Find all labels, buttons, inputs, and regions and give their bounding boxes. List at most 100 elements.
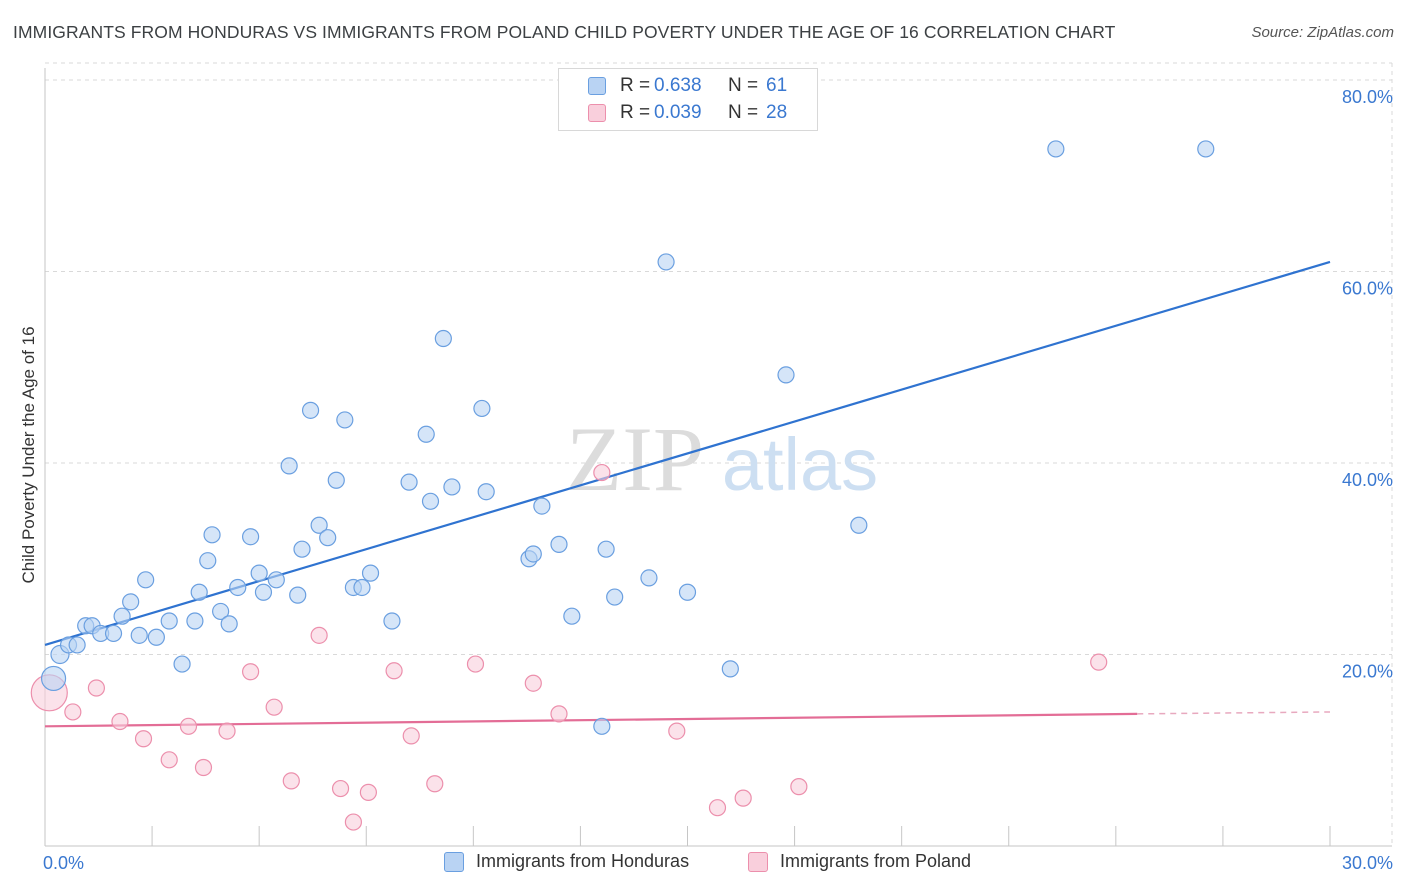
honduras-point	[473, 399, 491, 418]
n-value: 61	[766, 75, 788, 96]
poland-point	[385, 662, 403, 680]
honduras-point	[524, 545, 542, 563]
honduras-point	[777, 366, 795, 384]
poland-point	[1090, 653, 1108, 671]
honduras-point	[597, 540, 615, 558]
y-tick-label: 60.0%	[1342, 279, 1393, 299]
n-label: N =	[728, 102, 759, 123]
r-value: 0.638	[654, 75, 702, 96]
honduras-swatch	[588, 77, 606, 95]
honduras-point	[563, 607, 581, 625]
y-tick-label: 80.0%	[1342, 87, 1393, 107]
poland-point	[344, 813, 362, 831]
poland-point	[331, 779, 350, 798]
source-label: Source: ZipAtlas.com	[1251, 24, 1394, 41]
honduras-point	[186, 612, 204, 630]
honduras-point	[301, 401, 320, 419]
poland-point	[402, 727, 420, 745]
r-label: R =	[620, 75, 651, 96]
honduras-point	[267, 571, 285, 589]
poland-point	[218, 722, 236, 740]
poland-point	[310, 626, 328, 644]
honduras-point	[242, 528, 260, 546]
poland-point	[593, 463, 611, 482]
honduras-point	[130, 626, 148, 644]
tick-labels: 20.0% 40.0% 60.0% 80.0% 0.0% 30.0%	[43, 87, 1393, 873]
poland-point	[282, 772, 300, 790]
honduras-point	[640, 569, 658, 587]
honduras-point	[606, 588, 624, 606]
poland-point	[708, 799, 727, 817]
poland-point	[111, 712, 129, 731]
n-value: 28	[766, 102, 788, 123]
poland-point	[466, 655, 485, 673]
poland-point	[550, 705, 568, 723]
poland-trend-line	[44, 712, 1138, 728]
honduras-point	[383, 612, 401, 630]
x-tick-label: 30.0%	[1342, 853, 1393, 873]
n-label: N =	[728, 75, 759, 96]
gridlines	[45, 62, 1393, 846]
axes	[44, 68, 1392, 847]
poland-point	[134, 730, 153, 748]
honduras-point	[250, 564, 268, 582]
honduras-point	[68, 636, 86, 654]
honduras-point	[400, 473, 418, 491]
data-points	[30, 140, 1215, 831]
honduras-point	[593, 717, 611, 735]
watermark-zip: ZIP	[566, 408, 704, 510]
poland-point	[160, 751, 178, 769]
honduras-point	[657, 253, 675, 271]
honduras-point	[203, 526, 221, 544]
y-tick-label: 20.0%	[1342, 662, 1393, 682]
y-tick-label: 40.0%	[1342, 470, 1393, 490]
honduras-point	[327, 471, 345, 489]
poland-point	[359, 783, 377, 801]
watermark-atlas: atlas	[722, 423, 878, 506]
honduras-point	[850, 516, 868, 534]
poland-point	[668, 722, 686, 740]
honduras-point	[40, 665, 67, 692]
watermark: ZIP atlas	[566, 408, 878, 510]
poland-point	[426, 775, 444, 793]
poland-point	[524, 674, 542, 692]
honduras-point	[104, 624, 123, 643]
honduras-point	[199, 552, 217, 570]
honduras-point	[147, 628, 165, 646]
poland-point	[790, 778, 808, 796]
honduras-point	[229, 578, 247, 597]
poland-point	[87, 679, 106, 697]
honduras-point	[289, 586, 307, 604]
honduras-point	[293, 540, 311, 558]
honduras-point	[310, 516, 328, 534]
r-value: 0.039	[654, 102, 702, 123]
honduras-point	[220, 615, 238, 633]
x-tick-label: 0.0%	[43, 853, 84, 873]
honduras-point	[122, 593, 140, 611]
poland-point	[64, 703, 82, 721]
honduras-point	[533, 497, 551, 515]
legend-item-poland: Immigrants from Poland	[748, 851, 971, 872]
honduras-point	[477, 483, 495, 501]
honduras-point	[113, 607, 131, 625]
honduras-point	[353, 578, 371, 597]
stats-legend: R = 0.638 N = 61 R = 0.039 N = 28	[558, 68, 818, 131]
honduras-point	[336, 411, 354, 429]
honduras-point	[417, 425, 435, 443]
legend-label-honduras: Immigrants from Honduras	[476, 851, 690, 871]
stats-legend-row-poland: R = 0.039 N = 28	[559, 100, 787, 126]
poland-trend-extension	[1137, 711, 1331, 715]
honduras-point	[280, 457, 298, 475]
poland-point	[265, 698, 283, 716]
honduras-point	[1197, 140, 1215, 158]
stats-legend-row-honduras: R = 0.638 N = 61	[559, 73, 787, 99]
honduras-point	[421, 492, 440, 510]
poland-point	[242, 663, 260, 681]
poland-legend-swatch	[748, 851, 768, 872]
poland-point	[734, 789, 752, 807]
series-legend: Immigrants from Honduras Immigrants from…	[0, 851, 1406, 877]
legend-label-poland: Immigrants from Poland	[780, 851, 972, 871]
honduras-point	[160, 612, 178, 630]
poland-point	[194, 758, 213, 777]
